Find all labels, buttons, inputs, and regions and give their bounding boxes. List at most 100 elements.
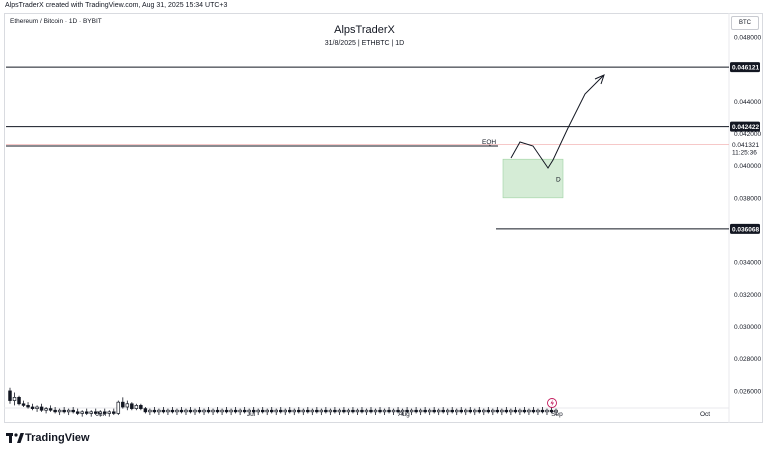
candle-up (391, 409, 396, 413)
y-tick-label: 0.028000 (734, 356, 761, 363)
candle-down (170, 409, 175, 413)
current-price-label: 0.041321 (732, 142, 759, 149)
candle-down (188, 409, 193, 413)
candle-up (473, 409, 477, 413)
candle-down (333, 409, 337, 413)
candle-down (39, 406, 44, 411)
candle-down (486, 409, 491, 413)
candle-down (441, 409, 445, 413)
candle-down (423, 409, 427, 413)
candle-up (491, 409, 495, 413)
candle-up (301, 409, 306, 413)
candle-up (482, 409, 486, 413)
y-tick-label: 0.026000 (734, 388, 761, 395)
candle-down (139, 405, 143, 409)
candle-up (355, 409, 360, 413)
candle-down (75, 411, 80, 414)
candle-down (17, 396, 21, 405)
level-price-label: 0.042422 (732, 124, 759, 131)
candle-up (364, 409, 369, 413)
candle-up (545, 409, 549, 413)
candle-down (206, 409, 211, 413)
candle-up (464, 409, 468, 413)
candle-up (247, 409, 251, 413)
candle-down (251, 409, 256, 413)
candle-up (184, 409, 188, 413)
candle-up (238, 409, 242, 413)
candle-up (211, 409, 215, 413)
chart-frame (4, 13, 763, 423)
candle-down (152, 409, 157, 413)
demand-zone (502, 158, 564, 199)
level-price-badge (730, 223, 760, 234)
candle-down (495, 409, 500, 413)
x-tick-label: Oct (700, 411, 710, 418)
candle-down (278, 409, 283, 413)
candle-up (436, 409, 441, 413)
candle-up (125, 403, 130, 408)
candle-down (30, 406, 35, 409)
candle-down (112, 411, 116, 414)
y-tick-label: 0.040000 (734, 163, 761, 170)
candle-down (288, 409, 292, 413)
candle-up (328, 409, 333, 413)
attribution-text: AlpsTraderX created with TradingView.com… (5, 2, 228, 9)
candle-down (260, 409, 265, 413)
candle-down (396, 409, 400, 413)
candle-down (387, 409, 391, 413)
candle-up (35, 406, 39, 409)
eqh-label: EQH (482, 139, 496, 146)
candle-down (540, 409, 545, 413)
candle-up (193, 409, 197, 413)
chart-subtitle: 31/8/2025 | ETHBTC | 1D (324, 40, 405, 47)
candle-down (315, 409, 319, 413)
footer-brand-text: TradingView (25, 432, 90, 444)
candle-up (382, 409, 387, 413)
candle-up (12, 396, 17, 401)
candle-down (242, 409, 247, 413)
candle-down (233, 409, 238, 413)
candle-up (536, 409, 540, 413)
tradingview-logo-icon (6, 433, 24, 443)
candle-up (427, 409, 432, 413)
candle-down (477, 409, 482, 413)
candle-up (229, 409, 233, 413)
candle-down (513, 409, 518, 413)
y-tick-label: 0.034000 (734, 260, 761, 267)
candle-up (418, 409, 423, 413)
y-tick-label: 0.048000 (734, 34, 761, 41)
x-tick-label: Aug (398, 411, 410, 418)
candle-down (84, 411, 89, 414)
candle-down (504, 409, 509, 413)
candle-down (197, 409, 202, 413)
countdown-label: 11:25:36 (732, 149, 757, 156)
y-tick-label: 0.038000 (734, 195, 761, 202)
candle-down (21, 403, 26, 406)
candle-up (175, 409, 179, 413)
candle-up (80, 411, 84, 414)
candle-down (269, 409, 274, 413)
candle-up (445, 409, 450, 413)
projection-path (510, 75, 604, 169)
candle-up (274, 409, 278, 413)
currency-button[interactable]: BTC (731, 16, 759, 30)
chart-title: AlpsTraderX (334, 24, 395, 36)
level-price-label: 0.036068 (732, 226, 759, 233)
candle-up (373, 409, 378, 413)
candle-down (459, 409, 463, 413)
candle-down (103, 411, 107, 414)
candle-up (554, 409, 558, 413)
candle-down (369, 409, 373, 413)
candle-up (134, 405, 139, 409)
candle-up (283, 409, 288, 413)
candle-down (161, 409, 166, 413)
lightning-bolt-icon (550, 399, 554, 407)
candle-up (337, 409, 342, 413)
candle-up (400, 409, 405, 413)
candle-down (549, 409, 554, 413)
symbol-line: Ethereum / Bitcoin · 1D · BYBIT (10, 18, 102, 25)
candle-up (346, 409, 351, 413)
candle-down (522, 409, 527, 413)
candle-up (500, 409, 504, 413)
